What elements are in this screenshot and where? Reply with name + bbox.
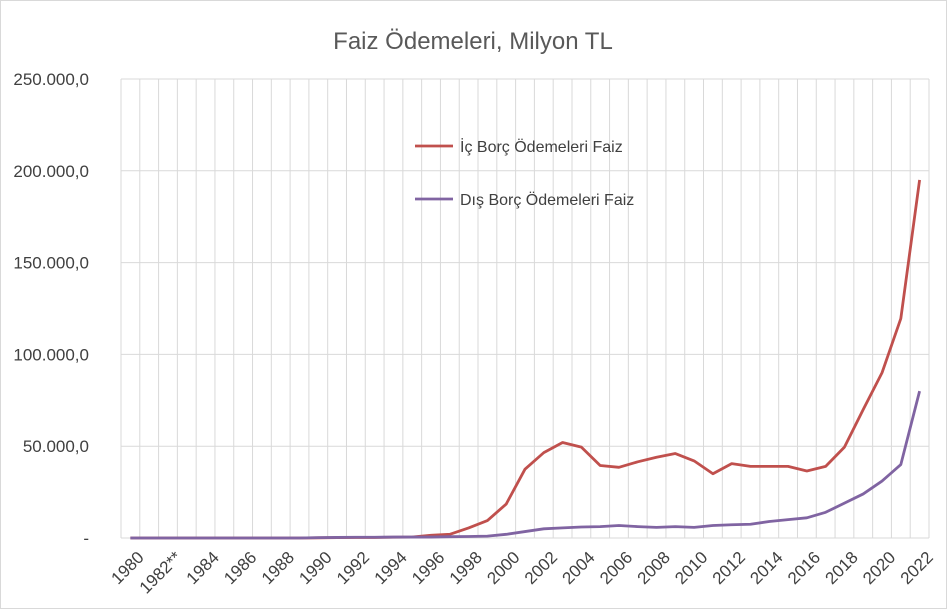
x-tick-label: 2016 (784, 548, 824, 588)
legend: İç Borç Ödemeleri Faiz Dış Borç Ödemeleri… (415, 137, 634, 209)
y-tick-label: 150.000,0 (13, 254, 89, 273)
x-tick-label: 1988 (258, 548, 298, 588)
x-tick-label: 2008 (634, 548, 674, 588)
y-tick-label: 250.000,0 (13, 70, 89, 89)
x-tick-label: 1984 (183, 548, 223, 588)
chart-title: Faiz Ödemeleri, Milyon TL (333, 28, 613, 55)
series-line-2 (130, 390, 921, 540)
x-tick-label: 2022 (897, 548, 937, 588)
y-tick-label: 100.000,0 (13, 345, 89, 364)
x-tick-label: 1992 (333, 548, 373, 588)
legend-label-1: İç Borç Ödemeleri Faiz (460, 137, 623, 156)
x-tick-label: 2000 (483, 548, 523, 588)
x-tick-label: 2002 (521, 548, 561, 588)
x-tick-label: 2014 (746, 548, 786, 588)
x-tick-label: 2020 (859, 548, 899, 588)
y-tick-label: - (83, 529, 89, 548)
x-tick-label: 2004 (559, 548, 599, 588)
series-line-1 (130, 179, 921, 540)
x-tick-label: 2006 (596, 548, 636, 588)
y-tick-label: 200.000,0 (13, 162, 89, 181)
y-axis-ticks: - 50.000,0 100.000,0 150.000,0 200.000,0 250.… (13, 70, 89, 548)
legend-label-2: Dış Borç Ödemeleri Faiz (460, 191, 634, 209)
x-tick-label: 1994 (371, 548, 411, 588)
x-tick-label: 2012 (709, 548, 749, 588)
x-tick-label: 2010 (671, 548, 711, 588)
grid-lines (120, 78, 930, 539)
x-axis-ticks: 19801982**198419861988199019921994199619… (108, 548, 937, 598)
x-tick-label: 1990 (295, 548, 335, 588)
x-tick-label: 1986 (220, 548, 260, 588)
data-series (130, 179, 921, 540)
x-tick-label: 1998 (446, 548, 486, 588)
y-tick-label: 50.000,0 (23, 437, 89, 456)
x-tick-label: 1996 (408, 548, 448, 588)
x-tick-label: 1982** (136, 548, 186, 598)
x-tick-label: 2018 (822, 548, 862, 588)
